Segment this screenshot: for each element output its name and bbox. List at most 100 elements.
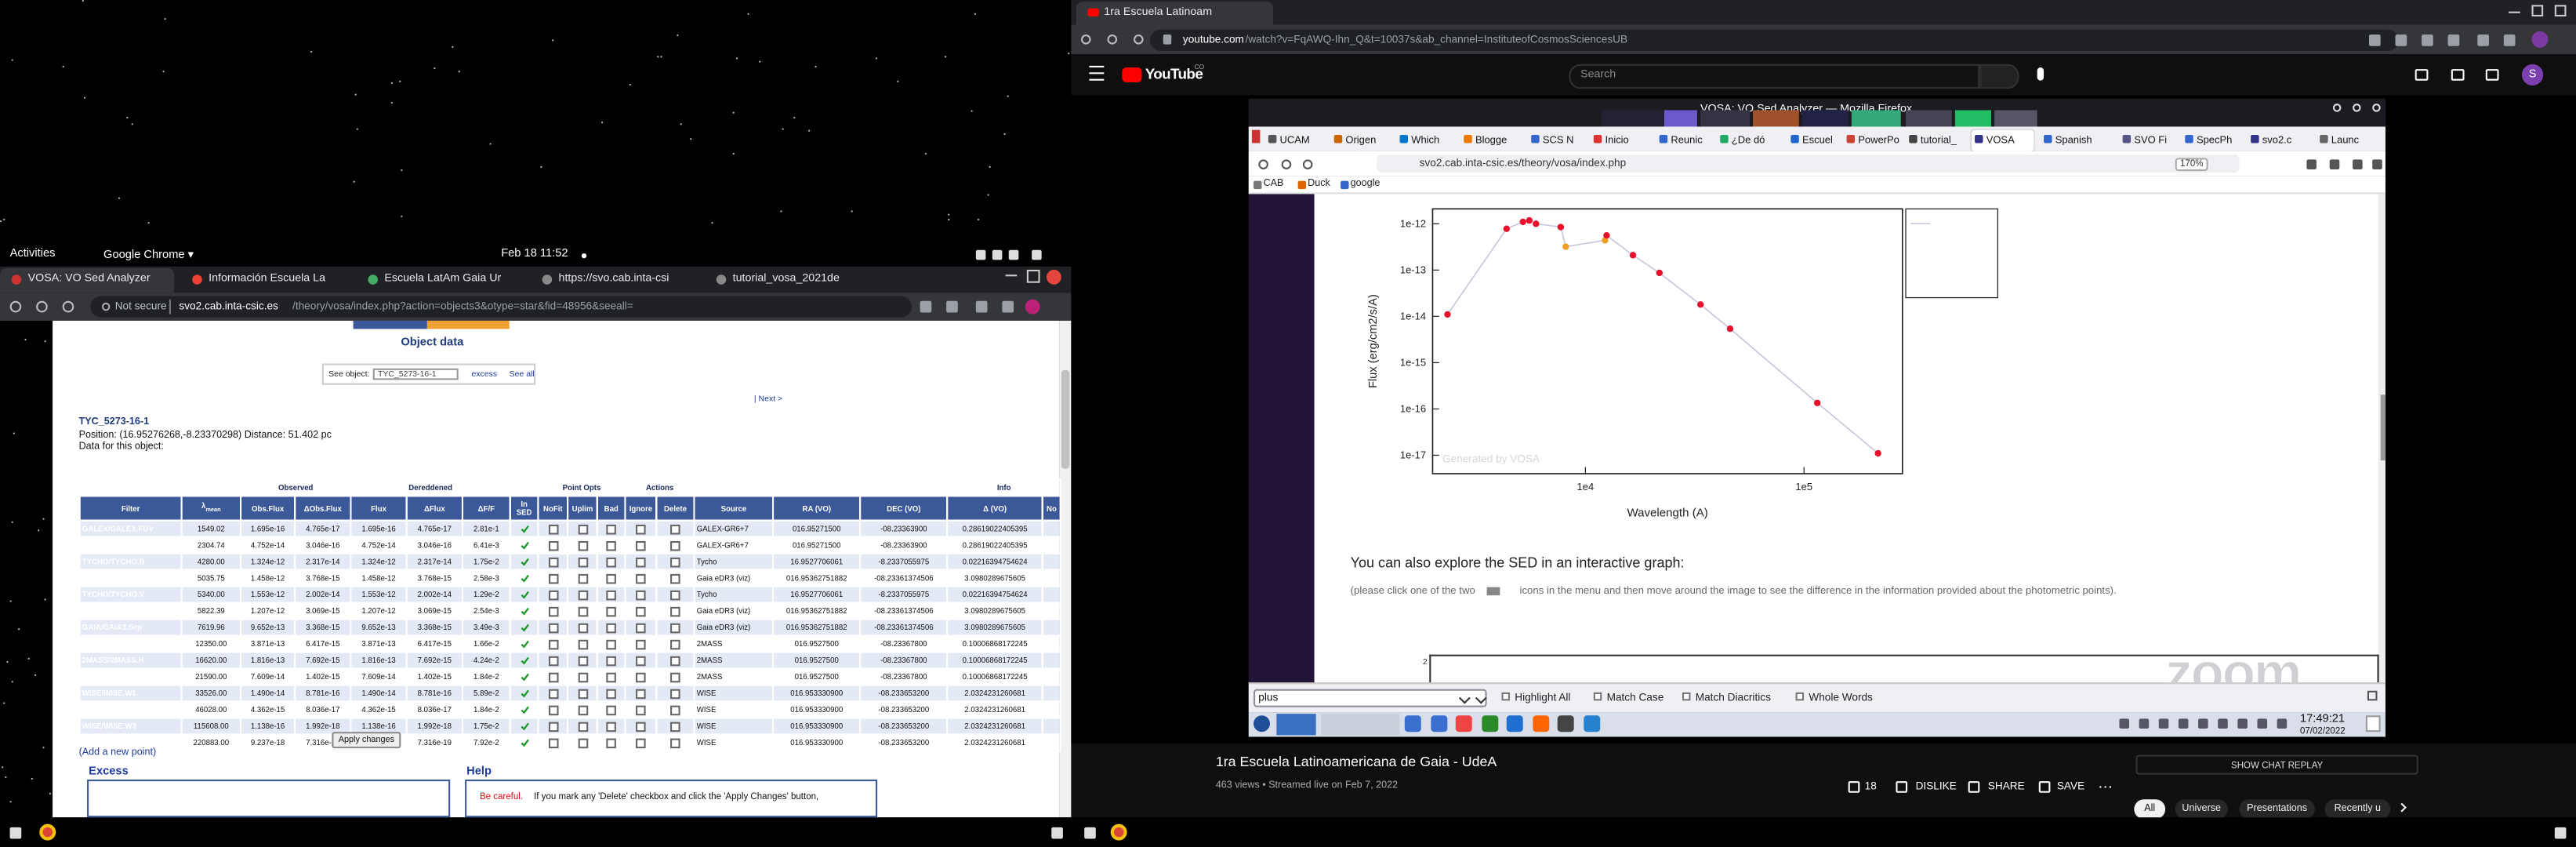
find-checkbox[interactable] [1795,692,1805,701]
bookmark[interactable]: CAB [1263,179,1284,190]
minimize-button[interactable] [1005,274,1018,277]
excess-button[interactable]: excess [471,369,498,380]
nav-button[interactable] [1134,35,1144,45]
header-icon[interactable] [2485,69,2499,81]
uplim-checkbox[interactable] [577,622,588,633]
uplim-checkbox[interactable] [577,589,588,600]
nofit-checkbox[interactable] [548,721,558,732]
delete-checkbox[interactable] [670,737,680,748]
find-option[interactable]: Highlight All [1515,691,1571,703]
browser-tab[interactable] [0,267,175,293]
bad-checkbox[interactable] [606,737,617,748]
launcher-icon[interactable] [1084,827,1096,839]
clock[interactable]: Feb 18 11:52 [501,247,568,260]
nofit-checkbox[interactable] [548,556,558,567]
find-checkbox[interactable] [1501,692,1510,701]
toolbar-icon[interactable] [2503,35,2516,46]
delete-checkbox[interactable] [670,704,680,715]
action-icon[interactable] [2038,781,2051,793]
chat-replay-button[interactable]: SHOW CHAT REPLAY [2135,754,2418,775]
nofit-checkbox[interactable] [548,688,558,699]
like-icon[interactable] [1848,781,1860,793]
firefox-toolbar-icon[interactable] [2372,159,2382,170]
window-button[interactable] [2332,104,2342,112]
firefox-tab-title[interactable]: SCS N [1542,133,1574,146]
ignore-checkbox[interactable] [636,573,646,583]
firefox-tab-title[interactable]: Spanish [2055,133,2092,146]
task-icon[interactable] [1506,715,1523,732]
like-count[interactable]: 18 [1864,781,1877,793]
firefox-tab-title[interactable]: Blogge [1475,133,1508,146]
firefox-toolbar-icon[interactable] [2306,159,2317,170]
bad-checkbox[interactable] [606,573,617,583]
address-bar[interactable] [1149,28,2399,50]
new-tab-button[interactable] [897,273,909,285]
firefox-toolbar-icon[interactable] [2329,159,2340,170]
uplim-checkbox[interactable] [577,556,588,567]
bad-checkbox[interactable] [606,704,617,715]
task-icon[interactable] [1404,715,1421,732]
nofit-checkbox[interactable] [548,737,558,748]
uplim-checkbox[interactable] [577,655,588,666]
chrome-icon[interactable] [1110,823,1127,841]
firefox-url-bar[interactable] [1377,154,2240,173]
search-box[interactable] [1569,63,1980,89]
search-button[interactable] [1979,63,2019,89]
page-scrollbar-thumb[interactable] [2380,394,2385,461]
nav-button[interactable] [1281,159,1292,170]
toolbar-icon[interactable] [920,300,932,313]
tab-title[interactable]: Escuela LatAm Gaia Ur [384,273,502,285]
show-desktop[interactable] [2365,715,2381,732]
bad-checkbox[interactable] [606,671,617,682]
bad-checkbox[interactable] [606,655,617,666]
firefox-tab-title[interactable]: tutorial_ [1920,133,1957,146]
workspace-icon[interactable] [1051,827,1063,839]
ignore-checkbox[interactable] [636,688,646,699]
toolbar-icon[interactable] [2477,35,2489,46]
nofit-checkbox[interactable] [548,671,558,682]
add-point-link[interactable]: (Add a new point) [78,748,157,758]
filter-chip[interactable]: Universe [2175,799,2228,820]
tray-icon[interactable] [975,249,986,260]
youtube-logo[interactable]: YouTube [1145,65,1203,82]
close-button[interactable] [1046,269,1061,285]
action-icon[interactable] [1896,781,1908,793]
header-icon[interactable] [2451,69,2465,81]
nofit-checkbox[interactable] [548,605,558,616]
bad-checkbox[interactable] [606,589,617,600]
task-icon[interactable] [1583,715,1600,732]
ignore-checkbox[interactable] [636,622,646,633]
start-button[interactable] [1254,715,1270,732]
tab-title[interactable]: https://svo.cab.inta-csi [558,273,669,285]
tab-title[interactable]: Información Escuela La [209,273,326,285]
uplim-checkbox[interactable] [577,704,588,715]
nav-button[interactable] [62,300,74,313]
firefox-tab-title[interactable]: Reunic [1671,133,1703,146]
window-button[interactable] [2372,104,2381,112]
uplim-checkbox[interactable] [577,671,588,682]
nav-button[interactable] [1080,35,1091,45]
find-option[interactable]: Match Diacritics [1695,691,1771,703]
nofit-checkbox[interactable] [548,704,558,715]
pager[interactable]: | Next > [753,394,783,405]
action-button[interactable]: SAVE [2056,781,2085,793]
ignore-checkbox[interactable] [636,605,646,616]
firefox-tab-title[interactable]: PowerPo [1858,133,1899,146]
nav-button[interactable] [1107,35,1118,45]
uplim-checkbox[interactable] [577,688,588,699]
ignore-checkbox[interactable] [636,721,646,732]
minimize-button[interactable] [2509,11,2520,14]
browser-tab[interactable] [1076,2,1274,25]
nav-button[interactable] [36,300,48,313]
window-button[interactable] [2353,104,2361,112]
bookmark[interactable]: Duck [1308,179,1330,190]
uplim-checkbox[interactable] [577,638,588,649]
tray-icon[interactable] [992,249,1003,260]
nofit-checkbox[interactable] [548,540,558,551]
tray-icon[interactable] [1008,249,1019,260]
ignore-checkbox[interactable] [636,655,646,666]
delete-checkbox[interactable] [670,622,680,633]
firefox-tab-title[interactable]: Inicio [1605,133,1629,146]
nofit-checkbox[interactable] [548,655,558,666]
app-menu[interactable]: Google Chrome ▾ [103,249,194,261]
